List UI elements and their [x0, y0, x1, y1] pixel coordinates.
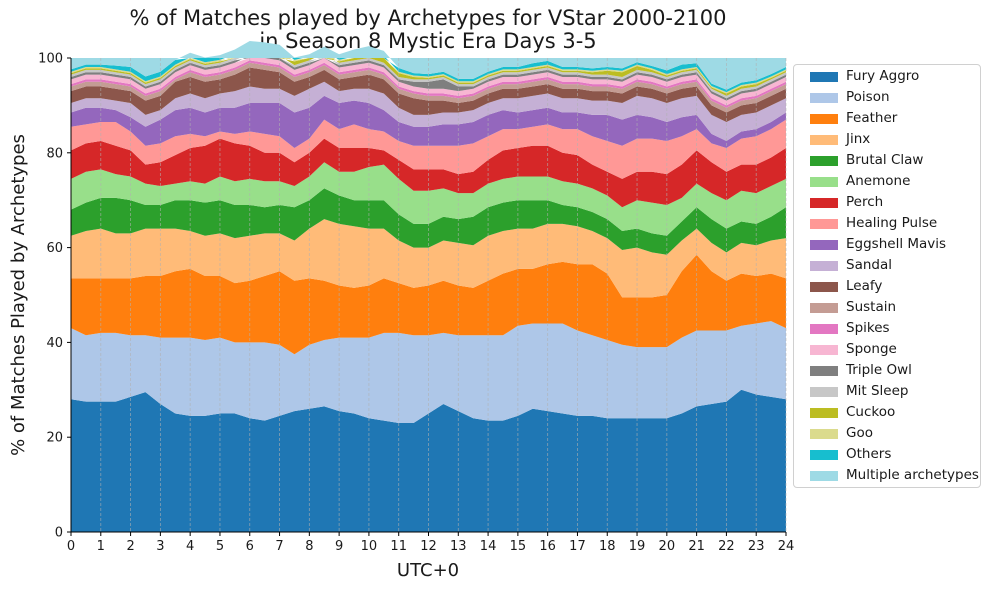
legend-label: Spikes	[846, 320, 890, 336]
x-tick-label: 22	[718, 539, 735, 554]
area-poison	[71, 321, 786, 423]
x-tick-label: 9	[335, 539, 343, 554]
x-tick-label: 16	[539, 539, 556, 554]
x-tick-label: 14	[480, 539, 497, 554]
legend-swatch	[810, 324, 838, 334]
x-axis-label: UTC+0	[397, 560, 459, 581]
legend-swatch	[810, 135, 838, 145]
x-tick-label: 17	[569, 539, 586, 554]
y-tick-label: 20	[46, 431, 63, 446]
y-axis-ticks: 0 20 40 60 80 100	[38, 52, 71, 541]
legend-label: Mit Sleep	[846, 383, 909, 399]
x-tick-label: 0	[67, 539, 75, 554]
legend-swatch	[810, 93, 838, 103]
legend-swatch	[810, 366, 838, 376]
x-tick-label: 21	[688, 539, 705, 554]
legend-label: Poison	[846, 89, 890, 105]
legend-swatch	[810, 471, 838, 481]
x-axis-ticks: 0 1 2 3 4 5 6 7 8 9 10 11 12 13 14 15 16 17 18 19 20 21 22 23 24	[67, 532, 794, 554]
legend-swatch	[810, 408, 838, 418]
legend-swatch	[810, 240, 838, 250]
chart-title-line: % of Matches played by Archetypes for VS…	[130, 6, 727, 30]
legend-label: Perch	[846, 194, 884, 210]
x-tick-label: 4	[186, 539, 194, 554]
x-tick-label: 8	[305, 539, 313, 554]
x-tick-label: 23	[748, 539, 765, 554]
legend-label: Brutal Claw	[846, 152, 924, 168]
chart-title: % of Matches played by Archetypes for VS…	[130, 6, 727, 53]
legend-label: Goo	[846, 425, 873, 441]
area-leafy	[71, 67, 786, 122]
legend-swatch	[810, 72, 838, 82]
legend-swatch	[810, 261, 838, 271]
x-tick-label: 3	[156, 539, 164, 554]
legend-swatch	[810, 450, 838, 460]
y-tick-label: 100	[38, 52, 63, 67]
x-tick-label: 15	[510, 539, 527, 554]
y-tick-label: 0	[55, 526, 63, 541]
legend: Fury Aggro Poison Feather Jinx Brutal Claw An…	[793, 64, 981, 488]
chart-title-line: in Season 8 Mystic Era Days 3-5	[259, 29, 596, 53]
y-tick-label: 60	[46, 241, 63, 256]
legend-label: Cuckoo	[846, 404, 896, 420]
legend-swatch	[810, 156, 838, 166]
legend-label: Sustain	[846, 299, 897, 315]
x-tick-label: 20	[659, 539, 676, 554]
legend-label: Eggshell Mavis	[846, 236, 947, 252]
legend-swatch	[810, 198, 838, 208]
x-tick-label: 12	[420, 539, 437, 554]
legend-label: Fury Aggro	[846, 68, 920, 84]
x-tick-label: 6	[246, 539, 254, 554]
legend-label: Sponge	[846, 341, 897, 357]
legend-swatch	[810, 219, 838, 229]
legend-swatch	[810, 114, 838, 124]
y-tick-label: 40	[46, 336, 63, 351]
legend-label: Others	[846, 446, 892, 462]
legend-swatch	[810, 345, 838, 355]
legend-label: Jinx	[846, 131, 871, 147]
legend-label: Multiple archetypes	[846, 467, 979, 483]
legend-swatch	[810, 429, 838, 439]
x-tick-label: 2	[126, 539, 134, 554]
legend-swatch	[810, 177, 838, 187]
legend-label: Feather	[846, 110, 898, 126]
area-sandal	[71, 81, 786, 141]
y-tick-label: 80	[46, 146, 63, 161]
legend-label: Leafy	[846, 278, 883, 294]
legend-swatch	[810, 303, 838, 313]
x-tick-label: 11	[390, 539, 407, 554]
legend-label: Triple Owl	[846, 362, 912, 378]
y-axis-label: % of Matches Played by Archetypes	[8, 134, 29, 456]
x-tick-label: 1	[97, 539, 105, 554]
legend-label: Anemone	[846, 173, 911, 189]
x-tick-label: 18	[599, 539, 616, 554]
x-tick-label: 5	[216, 539, 224, 554]
legend-label: Sandal	[846, 257, 892, 273]
x-tick-label: 13	[450, 539, 467, 554]
x-tick-label: 19	[629, 539, 646, 554]
x-tick-label: 10	[361, 539, 378, 554]
x-tick-label: 24	[778, 539, 795, 554]
x-tick-label: 7	[275, 539, 283, 554]
legend-swatch	[810, 282, 838, 292]
legend-label: Healing Pulse	[846, 215, 938, 231]
legend-swatch	[810, 387, 838, 397]
